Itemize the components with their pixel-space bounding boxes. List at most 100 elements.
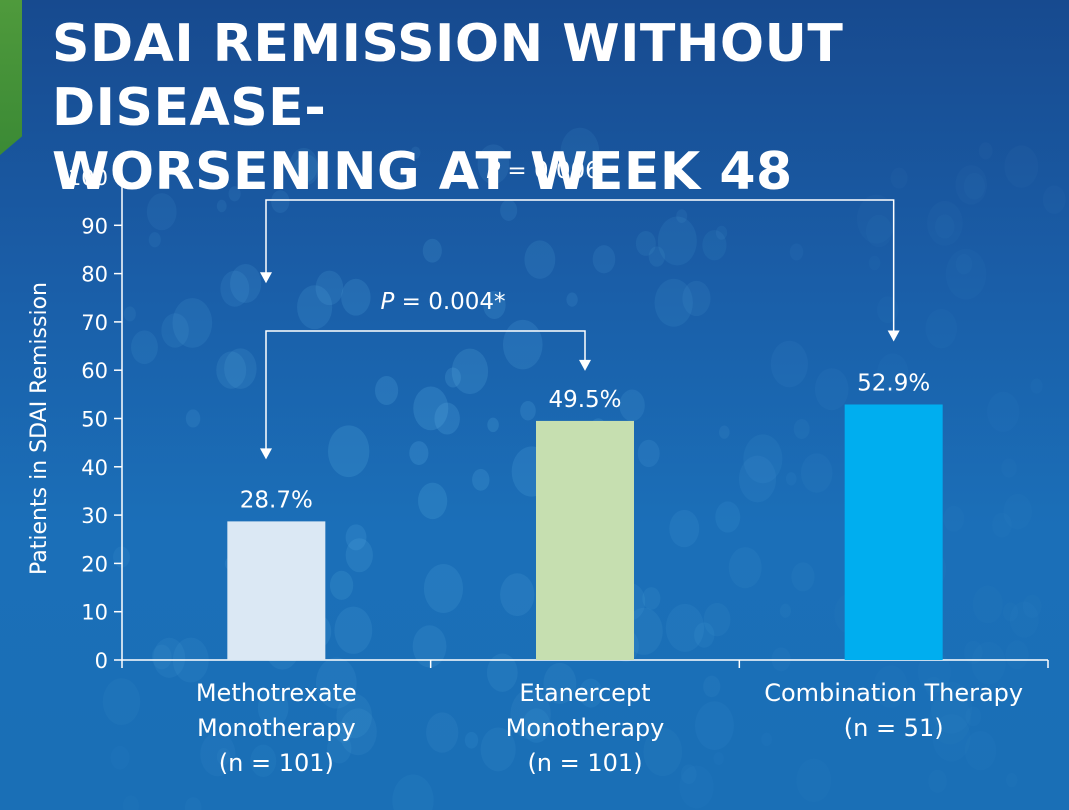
background-dot	[1042, 185, 1066, 214]
background-dot	[148, 232, 161, 248]
background-dot	[679, 765, 714, 809]
background-dot	[510, 689, 551, 740]
background-dot	[486, 653, 518, 692]
background-dot	[791, 562, 815, 592]
background-dot	[200, 732, 236, 777]
background-dot	[341, 278, 371, 316]
background-dot	[987, 391, 1020, 433]
background-dot	[789, 243, 804, 261]
background-dot	[625, 607, 663, 655]
y-tick-label: 20	[81, 552, 108, 576]
x-category-label-2: Combination Therapy (n = 51)	[744, 676, 1044, 746]
slide-title: SDAI REMISSION WITHOUT DISEASE- WORSENIN…	[52, 12, 1042, 204]
background-dot	[409, 441, 429, 466]
background-dot	[345, 524, 367, 551]
background-dot	[230, 263, 262, 303]
background-dot	[715, 225, 728, 240]
background-dot	[926, 200, 963, 246]
background-dot	[619, 389, 645, 422]
x-category-line: Monotherapy	[505, 714, 665, 742]
slide-title-line-2: WORSENING AT WEEK 48	[52, 142, 793, 202]
background-dot	[964, 640, 983, 664]
background-dot	[703, 675, 721, 698]
background-dot	[417, 482, 448, 520]
background-dot	[472, 468, 490, 491]
bracket-line-0	[265, 330, 586, 450]
y-tick-label: 40	[81, 456, 108, 480]
background-dot	[444, 367, 461, 388]
background-dot	[925, 308, 958, 349]
background-dot	[963, 172, 986, 200]
background-dot	[297, 285, 333, 330]
background-dot	[185, 409, 201, 428]
background-dot	[917, 651, 951, 693]
background-dot	[422, 238, 442, 263]
background-dot	[964, 730, 997, 771]
background-dot	[682, 280, 711, 317]
background-dot	[945, 248, 987, 300]
background-dot	[464, 731, 479, 749]
background-dot	[566, 292, 578, 307]
background-dot	[715, 501, 741, 533]
background-dot	[978, 142, 993, 160]
background-dot	[123, 306, 136, 322]
bracket-arrow-right-1	[887, 330, 900, 342]
background-dot	[800, 453, 833, 493]
background-dot	[713, 752, 724, 766]
background-dot	[522, 708, 551, 743]
background-dot	[702, 230, 727, 261]
background-dot	[1004, 145, 1039, 188]
background-dot	[592, 245, 616, 274]
bar-0	[227, 521, 326, 660]
background-dot	[694, 622, 715, 648]
y-tick-label: 90	[81, 214, 108, 238]
background-dot	[1009, 601, 1039, 638]
background-dot	[877, 353, 909, 393]
background-dot	[502, 319, 543, 370]
background-dot	[500, 573, 535, 617]
bracket-line-1	[265, 199, 895, 332]
background-dot	[665, 603, 705, 652]
background-dot	[814, 368, 849, 411]
background-dot	[487, 417, 499, 433]
background-dot	[1030, 378, 1043, 394]
background-dot	[669, 509, 700, 548]
background-dot	[327, 733, 352, 764]
p-value: = 0.004*	[394, 289, 505, 315]
background-dot	[642, 587, 661, 610]
p-symbol: P	[380, 289, 394, 315]
background-dot	[955, 253, 973, 275]
background-dot	[785, 472, 797, 486]
background-dot	[102, 678, 141, 726]
bracket-arrow-left-1	[260, 272, 272, 284]
background-dot	[423, 564, 464, 614]
background-dot	[779, 603, 792, 618]
background-dot	[329, 570, 354, 600]
background-dot	[770, 340, 809, 388]
background-dot	[890, 167, 908, 189]
y-tick-label: 10	[81, 601, 108, 625]
background-dot	[579, 678, 603, 708]
x-category-line: (n = 101)	[527, 749, 643, 777]
background-dot	[524, 240, 556, 279]
background-dot	[943, 505, 965, 532]
background-dot	[250, 744, 277, 778]
background-dot	[374, 376, 399, 406]
background-dot	[694, 701, 734, 751]
y-tick-label: 100	[68, 166, 108, 190]
background-dot	[184, 797, 202, 810]
x-category-line: Monotherapy	[196, 714, 356, 742]
background-dot	[216, 199, 227, 213]
background-dot	[410, 146, 421, 159]
background-dot	[339, 708, 377, 756]
background-dot	[971, 641, 1006, 685]
background-dot	[761, 732, 772, 747]
background-dot	[172, 298, 213, 348]
comparison-bracket-1: P = 0.006	[265, 158, 895, 332]
background-dot	[220, 270, 250, 307]
bar-1	[536, 420, 634, 660]
slide-title-line-1: SDAI REMISSION WITHOUT DISEASE-	[52, 14, 844, 138]
background-dot	[932, 714, 971, 762]
background-dot	[413, 386, 449, 431]
y-tick-label: 30	[81, 504, 108, 528]
